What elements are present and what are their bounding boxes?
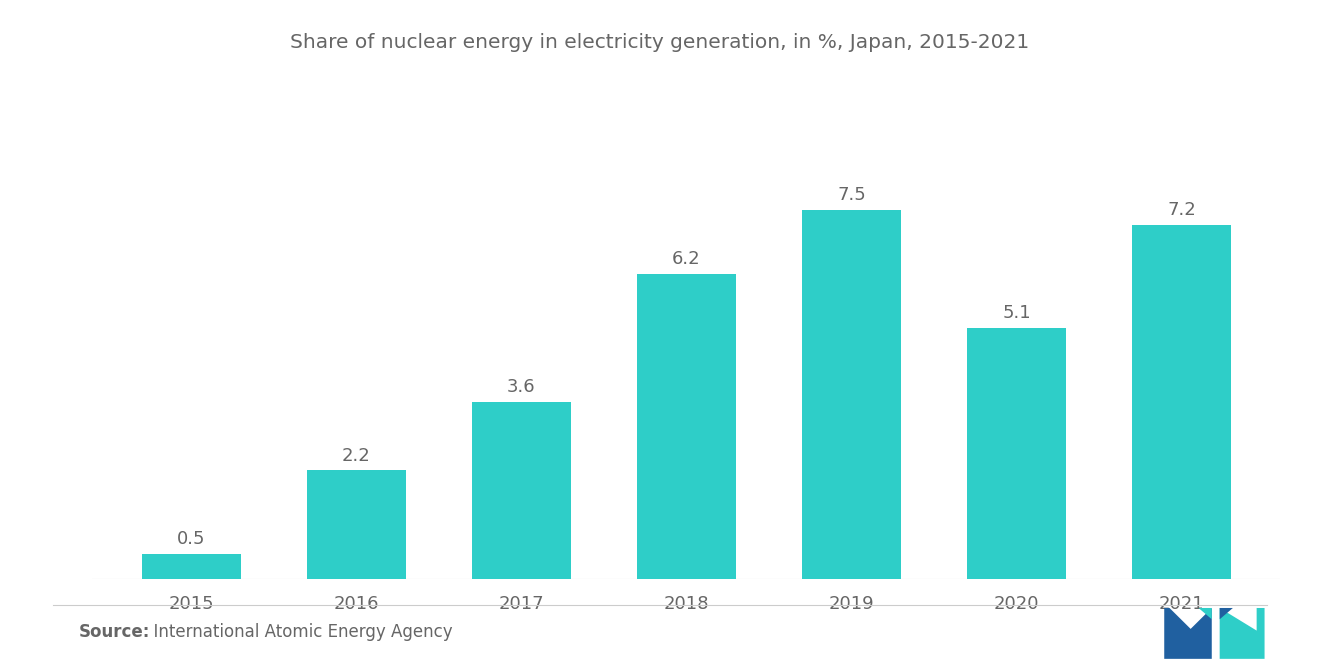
Text: 7.2: 7.2 [1167, 201, 1196, 219]
Text: 7.5: 7.5 [837, 186, 866, 204]
Bar [801, 210, 900, 579]
Text: 0.5: 0.5 [177, 530, 206, 548]
Bar [1131, 225, 1230, 579]
Bar [966, 328, 1065, 579]
Text: 5.1: 5.1 [1002, 304, 1031, 322]
Text: 6.2: 6.2 [672, 250, 701, 268]
Bar [141, 554, 240, 579]
Text: 2.2: 2.2 [342, 446, 371, 465]
Text: 3.6: 3.6 [507, 378, 536, 396]
Text: Source:: Source: [79, 622, 150, 641]
Bar [306, 470, 405, 579]
Text: International Atomic Energy Agency: International Atomic Energy Agency [143, 622, 453, 641]
Bar [636, 274, 735, 579]
Text: Share of nuclear energy in electricity generation, in %, Japan, 2015-2021: Share of nuclear energy in electricity g… [290, 33, 1030, 53]
Bar [471, 402, 570, 579]
